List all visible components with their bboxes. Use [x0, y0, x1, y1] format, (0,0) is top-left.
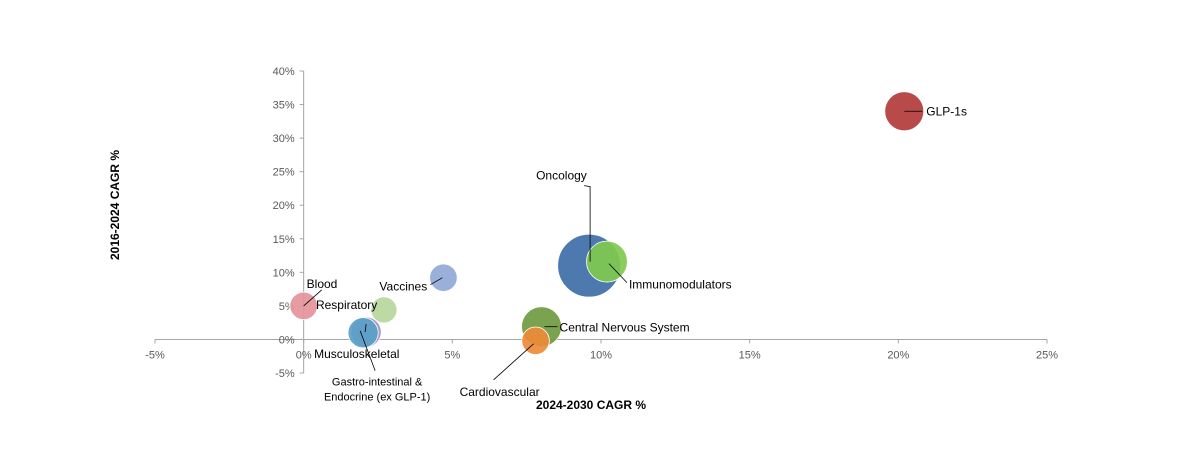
- bubble-label-cardiovascular: Cardiovascular: [460, 385, 540, 399]
- y-tick-label: 20%: [273, 200, 295, 212]
- x-axis-title: 2024-2030 CAGR %: [536, 398, 646, 412]
- leader-line-immunomodulators: [608, 263, 628, 283]
- x-tick-label: 0%: [296, 349, 312, 361]
- y-tick-label: 30%: [273, 133, 295, 145]
- y-axis-title: 2016-2024 CAGR %: [108, 150, 122, 260]
- bubble-label-musculoskeletal: Musculoskeletal: [314, 347, 399, 361]
- x-tick-label: 15%: [739, 349, 761, 361]
- bubble-labels: GLP-1s Oncology Immunomodulators Central Ne…: [307, 104, 967, 403]
- x-tick-label: 20%: [887, 349, 909, 361]
- y-tick-label: 40%: [273, 66, 295, 78]
- leader-line-vaccines: [430, 277, 443, 286]
- y-tick-label: 35%: [273, 100, 295, 112]
- leader-line-gastro-intestinal-endocrine-ex-glp-1: [359, 330, 376, 371]
- bubble-label-respiratory: Respiratory: [316, 298, 377, 312]
- bubble-respiratory: [370, 296, 398, 324]
- x-axis-ticks: -5% 0% 5% 10% 15% 20% 25%: [145, 339, 1058, 361]
- bubbles: [289, 91, 925, 355]
- bubble-label-blood: Blood: [307, 277, 338, 291]
- leader-line-oncology: [584, 185, 591, 262]
- y-tick-label: 0%: [279, 334, 295, 346]
- x-tick-label: -5%: [145, 349, 165, 361]
- y-tick-label: -5%: [275, 368, 295, 380]
- bubble-label-gastro-intestinal-endocrine-ex-glp-1: Gastro-intestinal & Endocrine (ex GLP-1): [324, 377, 430, 404]
- bubble-immunomodulators: [586, 240, 628, 283]
- y-axis-ticks: -5%0%5%10%15%20%25%30%35%40%: [273, 66, 304, 380]
- bubble-label-immunomodulators: Immunomodulators: [629, 278, 732, 292]
- y-tick-label: 10%: [273, 267, 295, 279]
- bubble-vaccines: [429, 263, 458, 292]
- leader-line-musculoskeletal: [364, 324, 367, 333]
- x-tick-label: 5%: [444, 349, 460, 361]
- leader-line-cardiovascular: [493, 343, 534, 381]
- x-tick-label: 25%: [1036, 349, 1058, 361]
- bubble-gastro-intestinal-endocrine-ex-glp-1: [347, 317, 379, 349]
- y-tick-label: 15%: [273, 234, 295, 246]
- bubble-label-vaccines: Vaccines: [379, 280, 427, 294]
- leader-lines: [303, 110, 923, 381]
- bubble-label-glp-1s: GLP-1s: [926, 104, 967, 118]
- x-tick-label: 10%: [590, 349, 612, 361]
- leader-line-blood: [303, 289, 322, 307]
- bubble-label-central-nervous-system: Central Nervous System: [560, 321, 690, 335]
- bubble-label-oncology: Oncology: [536, 169, 587, 183]
- y-tick-label: 25%: [273, 167, 295, 179]
